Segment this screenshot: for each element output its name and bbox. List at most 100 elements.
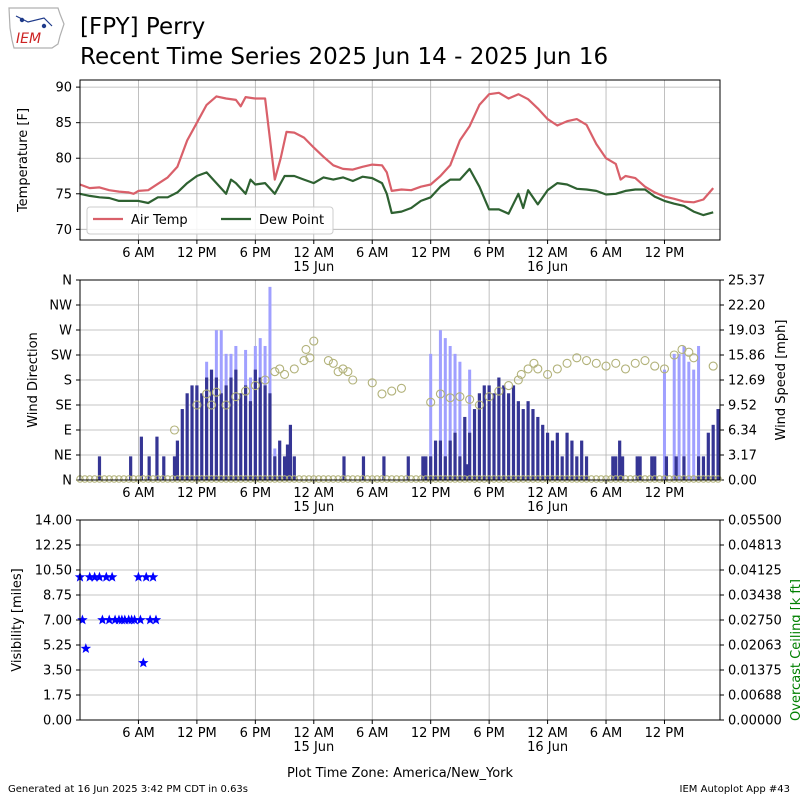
wind-direction-point xyxy=(573,475,581,483)
wind-speed-bar xyxy=(253,369,257,480)
wind-speed-bar xyxy=(258,377,262,480)
gust-bar xyxy=(468,369,472,480)
wind-direction-point xyxy=(280,475,289,483)
wind-direction-point xyxy=(378,475,386,483)
wind-speed-bar xyxy=(195,385,199,480)
wind-direction-point xyxy=(323,356,333,366)
visibility-point xyxy=(109,614,121,625)
gust-bar xyxy=(448,345,452,480)
wind-direction-point xyxy=(246,475,255,483)
x-tick-label: 12 AM xyxy=(293,726,334,741)
gust-bar xyxy=(453,353,457,480)
wind-direction-point xyxy=(651,475,659,483)
wind-direction-point xyxy=(334,475,342,483)
wind-direction-point xyxy=(465,394,475,404)
wind-direction-point xyxy=(207,475,216,483)
wind-direction-point xyxy=(563,475,571,483)
wind-speed-bar xyxy=(507,393,511,480)
wind-speed-bar xyxy=(433,440,438,480)
wind-speed-bar xyxy=(674,456,678,480)
gust-bar xyxy=(458,361,462,480)
wind-direction-point xyxy=(592,475,600,483)
wind-direction-tick-label: SE xyxy=(56,399,72,414)
visibility-point xyxy=(80,643,92,653)
wind-direction-point xyxy=(183,475,191,483)
wind-speed-bar xyxy=(248,401,253,480)
wind-speed-bar xyxy=(175,440,180,480)
wind-direction-point xyxy=(451,475,459,483)
gust-bar xyxy=(682,345,686,480)
wind-direction-point xyxy=(115,475,123,483)
wind-direction-tick-label: N xyxy=(62,474,72,489)
gust-bar xyxy=(662,369,666,480)
wind-direction-point xyxy=(169,425,180,435)
logo-network-icon xyxy=(15,15,53,27)
wind-direction-point xyxy=(202,475,211,483)
wind-direction-point xyxy=(607,475,615,483)
wind-speed-bar xyxy=(580,440,584,480)
wind-direction-point xyxy=(163,475,172,483)
wind-direction-point xyxy=(577,475,586,483)
wind-direction-point xyxy=(689,353,699,363)
dew-point-line xyxy=(79,167,714,217)
gust-bar xyxy=(672,353,676,480)
wind-direction-point xyxy=(295,475,303,483)
wind-direction-point xyxy=(198,475,206,483)
wind-direction-point xyxy=(241,475,250,483)
wind-direction-point xyxy=(620,364,631,374)
wind-direction-point xyxy=(285,475,294,483)
ceiling-tick-label: 0.00000 xyxy=(728,714,782,729)
wind-direction-point xyxy=(484,392,494,402)
wind-direction-point xyxy=(339,475,347,483)
wind-speed-tick-label: 9.52 xyxy=(728,399,757,414)
wind-direction-point xyxy=(144,475,152,483)
wind-speed-bar xyxy=(536,416,540,480)
wind-direction-point xyxy=(211,387,221,397)
wind-speed-bar xyxy=(555,432,559,480)
wind-direction-point xyxy=(475,475,484,483)
wind-direction-point xyxy=(640,356,650,366)
wind-speed-bar xyxy=(482,385,486,480)
x-tick-label: 6 AM xyxy=(122,486,155,501)
y-axis-label: Temperature [F] xyxy=(16,108,31,213)
x-tick-label: 6 PM xyxy=(240,246,271,261)
wind-direction-point xyxy=(402,475,411,483)
wind-speed-bar xyxy=(268,393,272,480)
wind-direction-point xyxy=(367,378,377,388)
visibility-plot-frame xyxy=(79,519,721,721)
wind-speed-bar xyxy=(497,377,501,480)
wind-direction-point xyxy=(611,358,621,368)
wind-speed-bar xyxy=(706,432,710,480)
x-tick-label: 6 PM xyxy=(473,486,504,501)
wind-direction-point xyxy=(305,353,315,363)
x-tick-label: 12 AM xyxy=(527,726,568,741)
x-tick-sublabel: 15 Jun xyxy=(293,500,334,515)
wind-direction-point xyxy=(129,475,138,483)
wind-direction-point xyxy=(441,475,449,483)
wind-speed-bar xyxy=(541,424,545,480)
wind-direction-point xyxy=(417,475,425,483)
wind-direction-point xyxy=(699,475,708,483)
wind-direction-point xyxy=(655,475,664,483)
wind-direction-point xyxy=(301,344,311,354)
legend-box xyxy=(86,206,334,235)
wind-direction-point xyxy=(591,358,601,368)
wind-direction-point xyxy=(221,400,231,410)
wind-direction-point xyxy=(694,475,703,483)
wind-direction-point xyxy=(324,475,333,483)
wind-direction-point xyxy=(154,475,162,483)
y-tick-label: 90 xyxy=(55,81,72,96)
visibility-tick-label: 14.00 xyxy=(35,514,72,529)
wind-direction-point xyxy=(500,475,508,483)
wind-direction-point xyxy=(271,475,279,483)
x-tick-label: 12 PM xyxy=(411,726,451,741)
wind-speed-bar xyxy=(611,456,615,480)
wind-speed-bar xyxy=(653,456,657,480)
wind-direction-point xyxy=(358,475,367,483)
gust-bar xyxy=(677,353,681,480)
visibility-point xyxy=(144,614,156,625)
wind-direction-point xyxy=(275,364,285,374)
wind-speed-bar xyxy=(282,456,287,480)
wind-speed-bar xyxy=(465,464,469,480)
